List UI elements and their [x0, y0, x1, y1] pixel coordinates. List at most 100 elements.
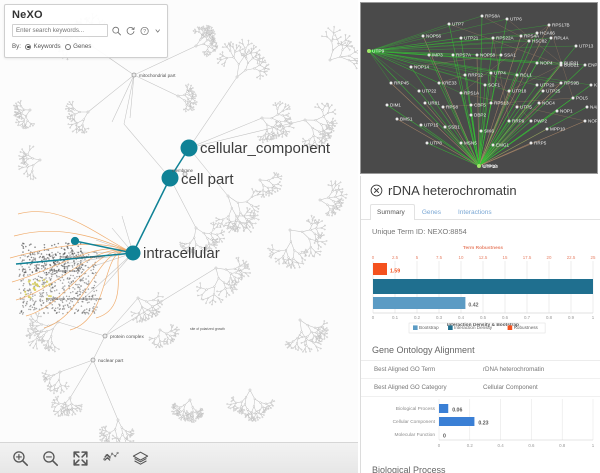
- gene-node-label[interactable]: EMG1: [496, 143, 509, 148]
- gene-node-label[interactable]: UTP21: [464, 36, 479, 41]
- gene-node-label[interactable]: KRE33: [442, 81, 457, 86]
- gene-node-label[interactable]: PWP2: [534, 119, 547, 124]
- gene-node-label[interactable]: KRI1: [594, 83, 598, 88]
- gene-node-label[interactable]: UTP4: [494, 71, 506, 76]
- gene-node-label[interactable]: NOP4: [540, 61, 553, 66]
- gene-node-label[interactable]: MPP10: [550, 127, 566, 132]
- gene-node-label[interactable]: RPS8: [446, 105, 458, 110]
- gene-node-label[interactable]: NOP58: [480, 53, 496, 58]
- chart-bottom-tick: 0.2: [414, 315, 421, 320]
- gene-node-label[interactable]: RPL4A: [554, 36, 569, 41]
- gene-node-label[interactable]: RRP5: [534, 141, 547, 146]
- chart-bottom-tick: 0.7: [524, 315, 531, 320]
- ontology-tree-view[interactable]: cellular_component cell part intracellular…: [0, 0, 358, 473]
- gene-node-label[interactable]: MSN5: [464, 141, 477, 146]
- gene-node-label[interactable]: RPS4A: [524, 34, 540, 39]
- gene-node-label[interactable]: CBF5: [474, 103, 486, 108]
- gene-node-label[interactable]: RPS8A: [485, 14, 501, 19]
- gene-node-label[interactable]: SIK6: [484, 129, 494, 134]
- gene-node-label[interactable]: UR81: [428, 101, 440, 106]
- chart-top-axis-title: Term Robustness: [463, 245, 503, 251]
- gene-node-label[interactable]: RPS1A: [464, 91, 480, 96]
- zoom-out-icon[interactable]: [41, 449, 60, 468]
- gene-node-label[interactable]: DIM1: [390, 103, 401, 108]
- unique-term-id: Unique Term ID: NEXO:8854: [372, 227, 467, 236]
- gene-node-label[interactable]: UTP25: [546, 89, 561, 94]
- go-term-row: Best Aligned GO Term rDNA heterochromati…: [361, 361, 600, 379]
- term-details-panel[interactable]: rDNA heterochromatin Summary Genes Inter…: [360, 176, 600, 473]
- gene-node-label[interactable]: RPS9B: [564, 81, 579, 86]
- gene-node-label[interactable]: BUD21: [564, 61, 579, 66]
- gene-node-label[interactable]: UTP15: [424, 123, 439, 128]
- network-canvas[interactable]: UTP9 NOP56 UTP7 RPS8A UTP6 RPS17B IMP3 UTP21 RPS…: [361, 3, 598, 174]
- search-icon[interactable]: [111, 25, 122, 37]
- tree-toolbar[interactable]: [0, 442, 358, 473]
- gene-node-label[interactable]: BUD21: [564, 63, 579, 68]
- gene-node-label[interactable]: NOP6: [588, 119, 598, 124]
- bar-robustness: [373, 263, 387, 275]
- legend-swatch: [507, 325, 513, 330]
- radio-genes[interactable]: Genes: [64, 43, 91, 50]
- go-term-key: Best Aligned GO Term: [374, 366, 436, 373]
- gene-node-label[interactable]: ENP1: [588, 63, 598, 68]
- collapse-icon[interactable]: [101, 449, 120, 468]
- gene-node-label[interactable]: POL5: [576, 96, 588, 101]
- gene-node-label[interactable]: BMS1: [400, 117, 413, 122]
- gene-node-label[interactable]: UTP18: [512, 89, 527, 94]
- gene-node-label[interactable]: SSA1: [504, 53, 516, 58]
- zoom-in-icon[interactable]: [11, 449, 30, 468]
- gene-node-label[interactable]: UTP22: [422, 89, 437, 94]
- gene-node-label[interactable]: RRP45: [394, 81, 409, 86]
- details-tabs[interactable]: Summary Genes Interactions: [361, 203, 600, 220]
- radio-keywords[interactable]: Keywords: [24, 43, 61, 50]
- tab-genes[interactable]: Genes: [421, 209, 441, 216]
- gene-node-label[interactable]: DBP2: [474, 113, 486, 118]
- go-chart-tick: 0: [438, 443, 441, 448]
- gene-node-label[interactable]: HSC82: [532, 39, 547, 44]
- tab-summary[interactable]: Summary: [370, 204, 415, 220]
- gene-node-label[interactable]: NOP1: [560, 109, 573, 114]
- gene-node-label[interactable]: UTP9: [372, 49, 385, 55]
- gene-node-label[interactable]: UTP13: [579, 44, 594, 49]
- chevron-down-icon[interactable]: [154, 25, 161, 37]
- layers-icon[interactable]: [131, 449, 150, 468]
- gene-interaction-network[interactable]: UTP9 NOP56 UTP7 RPS8A UTP6 RPS17B IMP3 UTP21 RPS…: [360, 2, 598, 174]
- label-membrane: membrane: [172, 168, 194, 173]
- chart-top-tick: 17.5: [523, 255, 532, 260]
- gene-node-label[interactable]: UTP6: [510, 17, 522, 22]
- gene-node-label[interactable]: UTP7: [452, 22, 464, 27]
- radio-keywords-dot[interactable]: [24, 43, 31, 50]
- gene-node-label[interactable]: RCL1: [520, 73, 532, 78]
- gene-node-label[interactable]: IMP3: [432, 53, 443, 58]
- node-cellular-component[interactable]: [180, 139, 198, 157]
- radio-genes-dot[interactable]: [64, 43, 71, 50]
- tab-interactions[interactable]: Interactions: [457, 209, 492, 216]
- node-intracellular[interactable]: [125, 245, 141, 261]
- close-circle-icon[interactable]: [370, 184, 383, 197]
- gene-node-label[interactable]: NAN1: [590, 105, 598, 110]
- refresh-icon[interactable]: [125, 25, 136, 37]
- gene-node-label[interactable]: HCA66: [540, 31, 555, 36]
- gene-hub-label-utp10[interactable]: UTP10: [483, 164, 498, 170]
- gene-node-label[interactable]: RRP9: [512, 119, 525, 124]
- fit-to-screen-icon[interactable]: [71, 449, 90, 468]
- search-panel[interactable]: NeXO ? By:: [4, 4, 168, 58]
- gene-node-label[interactable]: RPS7A: [456, 53, 472, 58]
- gene-node-label[interactable]: NOP56: [426, 34, 442, 39]
- gene-node-label[interactable]: RPS17B: [552, 23, 570, 28]
- gene-node-label[interactable]: RRP12: [468, 73, 483, 78]
- gene-node-label[interactable]: SSB1: [448, 125, 460, 130]
- gene-node-label[interactable]: NOP14: [414, 65, 430, 70]
- gene-node-label[interactable]: RPS22A: [496, 36, 515, 41]
- gene-node-label[interactable]: RPS13: [494, 101, 509, 106]
- node-cell-part[interactable]: [161, 169, 179, 187]
- gene-node-label[interactable]: NOC4: [542, 101, 555, 106]
- gene-node-label[interactable]: UTP5: [520, 105, 532, 110]
- gene-node-label[interactable]: UTP20: [540, 83, 555, 88]
- search-input[interactable]: [12, 24, 108, 37]
- gene-node-label[interactable]: UTP10: [482, 164, 497, 170]
- gene-node-label[interactable]: SOF1: [488, 83, 500, 88]
- gene-node-label[interactable]: UTP8: [430, 141, 442, 146]
- help-icon[interactable]: ?: [139, 25, 150, 37]
